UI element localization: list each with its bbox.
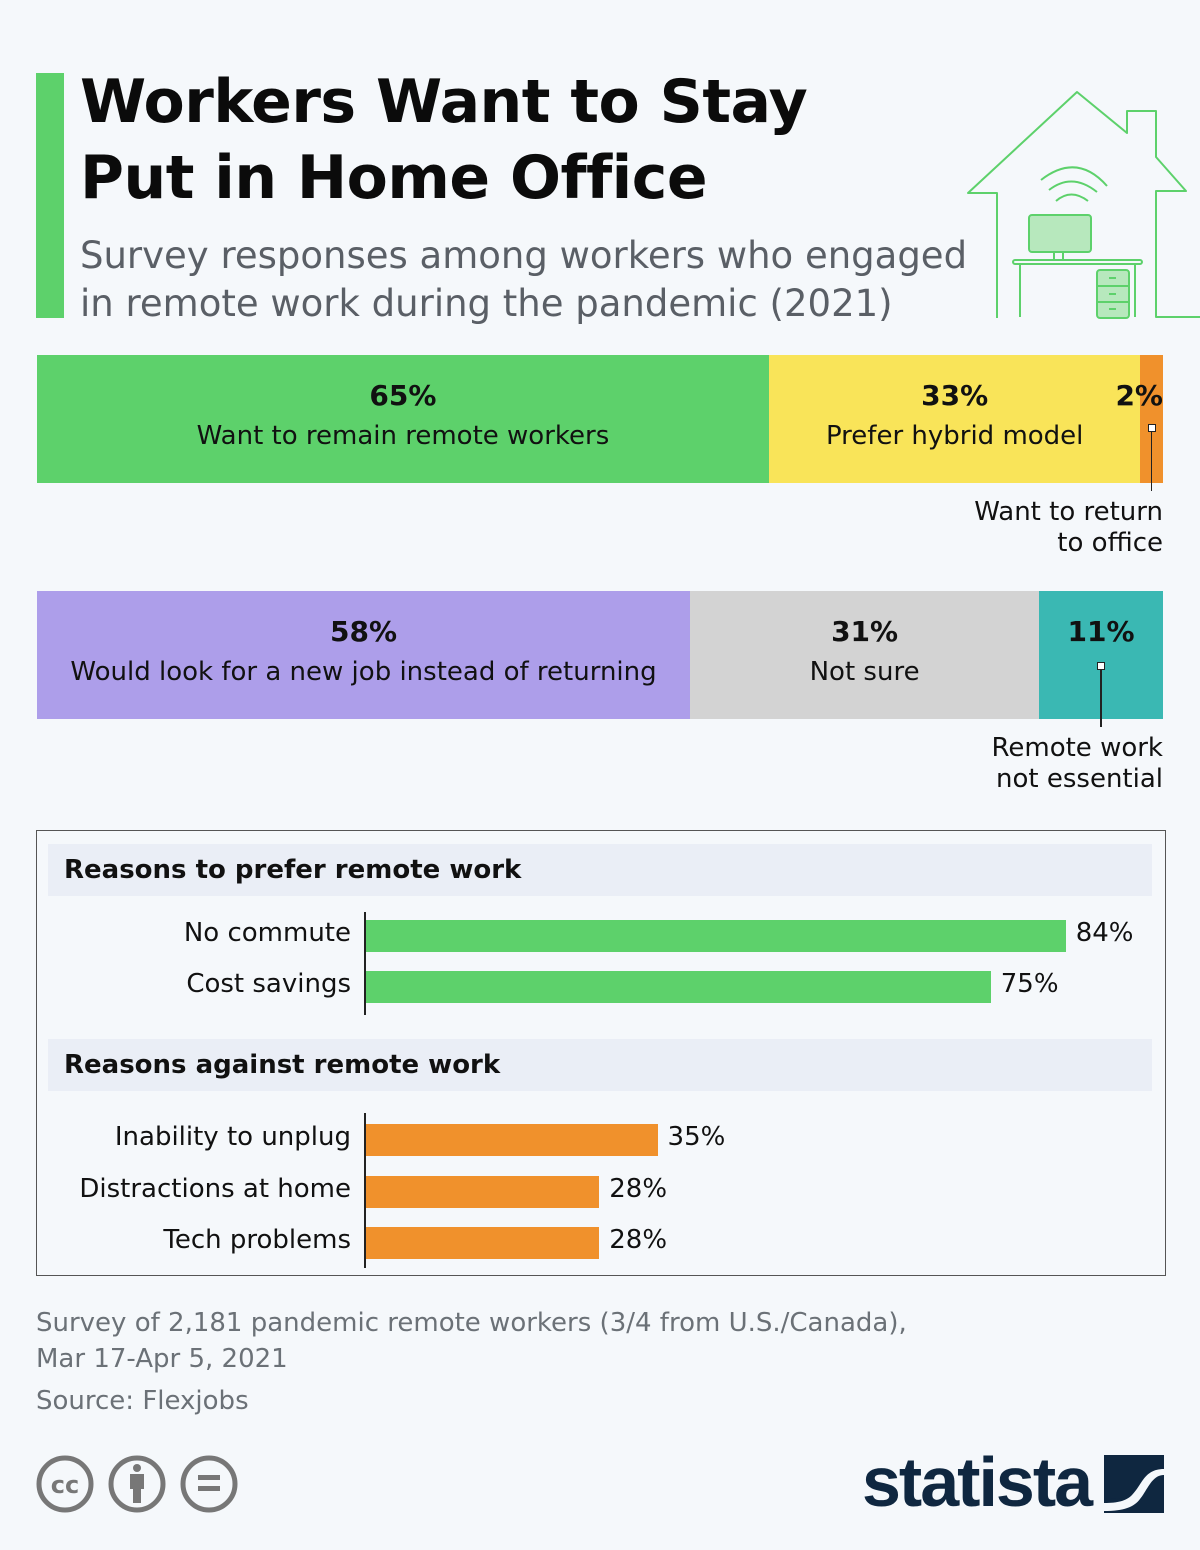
bar-segment: 58% Would look for a new job instead of r…	[37, 591, 691, 719]
label-line: not essential	[996, 764, 1163, 794]
bar-segment: 33% Prefer hybrid model	[768, 355, 1141, 483]
subtitle-line: in remote work during the pandemic (2021…	[80, 282, 893, 325]
bar-segment: 2%	[1115, 355, 1163, 483]
bar-value-label: 84%	[1075, 918, 1134, 948]
attribution-icon	[108, 1455, 166, 1513]
segment-label: Would look for a new job instead of retu…	[70, 657, 657, 687]
section-title: Reasons to prefer remote work	[48, 844, 1152, 896]
bar	[366, 1124, 658, 1156]
category-label: Cost savings	[186, 969, 351, 999]
category-label: No commute	[183, 918, 351, 948]
bar-value-label: 35%	[667, 1122, 726, 1152]
segment-value: 65%	[369, 379, 437, 412]
axis-line	[364, 1113, 366, 1268]
leader-line	[1100, 670, 1102, 727]
segment-label: Want to remain remote workers	[196, 421, 610, 451]
title-line: Put in Home Office	[80, 143, 708, 213]
segment-outside-label: Remote work not essential	[991, 733, 1163, 795]
title-line: Workers Want to Stay	[80, 67, 808, 137]
bar	[366, 1227, 600, 1259]
license-icons: cc	[36, 1455, 238, 1513]
label-line: to office	[1057, 528, 1163, 558]
segment-label: Not sure	[809, 657, 920, 687]
bar	[366, 920, 1066, 952]
statista-logo: statista	[862, 1443, 1093, 1521]
title-accent-bar	[36, 73, 64, 318]
leader-line	[1150, 432, 1153, 491]
cc-icon: cc	[36, 1455, 94, 1513]
segment-value: 33%	[921, 379, 989, 412]
category-label: Distractions at home	[79, 1174, 351, 1204]
svg-text:cc: cc	[51, 1471, 79, 1499]
no-derivatives-icon	[180, 1455, 238, 1513]
bar-segment: 65% Want to remain remote workers	[37, 355, 769, 483]
note-line: Mar 17-Apr 5, 2021	[36, 1344, 288, 1374]
bar-segment: 31% Not sure	[690, 591, 1040, 719]
label-line: Want to return	[974, 497, 1163, 527]
source-text: Source: Flexjobs	[36, 1386, 249, 1416]
label-line: Remote work	[991, 733, 1163, 763]
bar	[366, 971, 991, 1003]
segment-value: 58%	[330, 615, 398, 648]
section-title: Reasons against remote work	[48, 1039, 1152, 1091]
bar-value-label: 28%	[609, 1174, 668, 1204]
segment-value: 2%	[1115, 379, 1163, 412]
leader-marker	[1097, 662, 1106, 670]
category-label: Inability to unplug	[114, 1122, 351, 1152]
subtitle: Survey responses among workers who engag…	[80, 232, 967, 328]
segment-outside-label: Want to return to office	[974, 497, 1163, 559]
statista-logo-icon	[1104, 1455, 1164, 1513]
axis-line	[364, 912, 366, 1015]
page-title: Workers Want to Stay Put in Home Office	[80, 64, 808, 216]
bar	[366, 1176, 600, 1208]
note-line: Survey of 2,181 pandemic remote workers …	[36, 1308, 907, 1338]
bar-value-label: 75%	[1000, 969, 1059, 999]
bar-value-label: 28%	[609, 1225, 668, 1255]
segment-value: 11%	[1067, 615, 1135, 648]
segment-value: 31%	[831, 615, 899, 648]
segment-label: Prefer hybrid model	[825, 421, 1084, 451]
leader-marker	[1147, 424, 1156, 432]
subtitle-line: Survey responses among workers who engag…	[80, 234, 968, 277]
reasons-panel	[36, 830, 1166, 1276]
survey-note: Survey of 2,181 pandemic remote workers …	[36, 1305, 907, 1377]
home-office-icon	[967, 91, 1200, 319]
category-label: Tech problems	[163, 1225, 351, 1255]
